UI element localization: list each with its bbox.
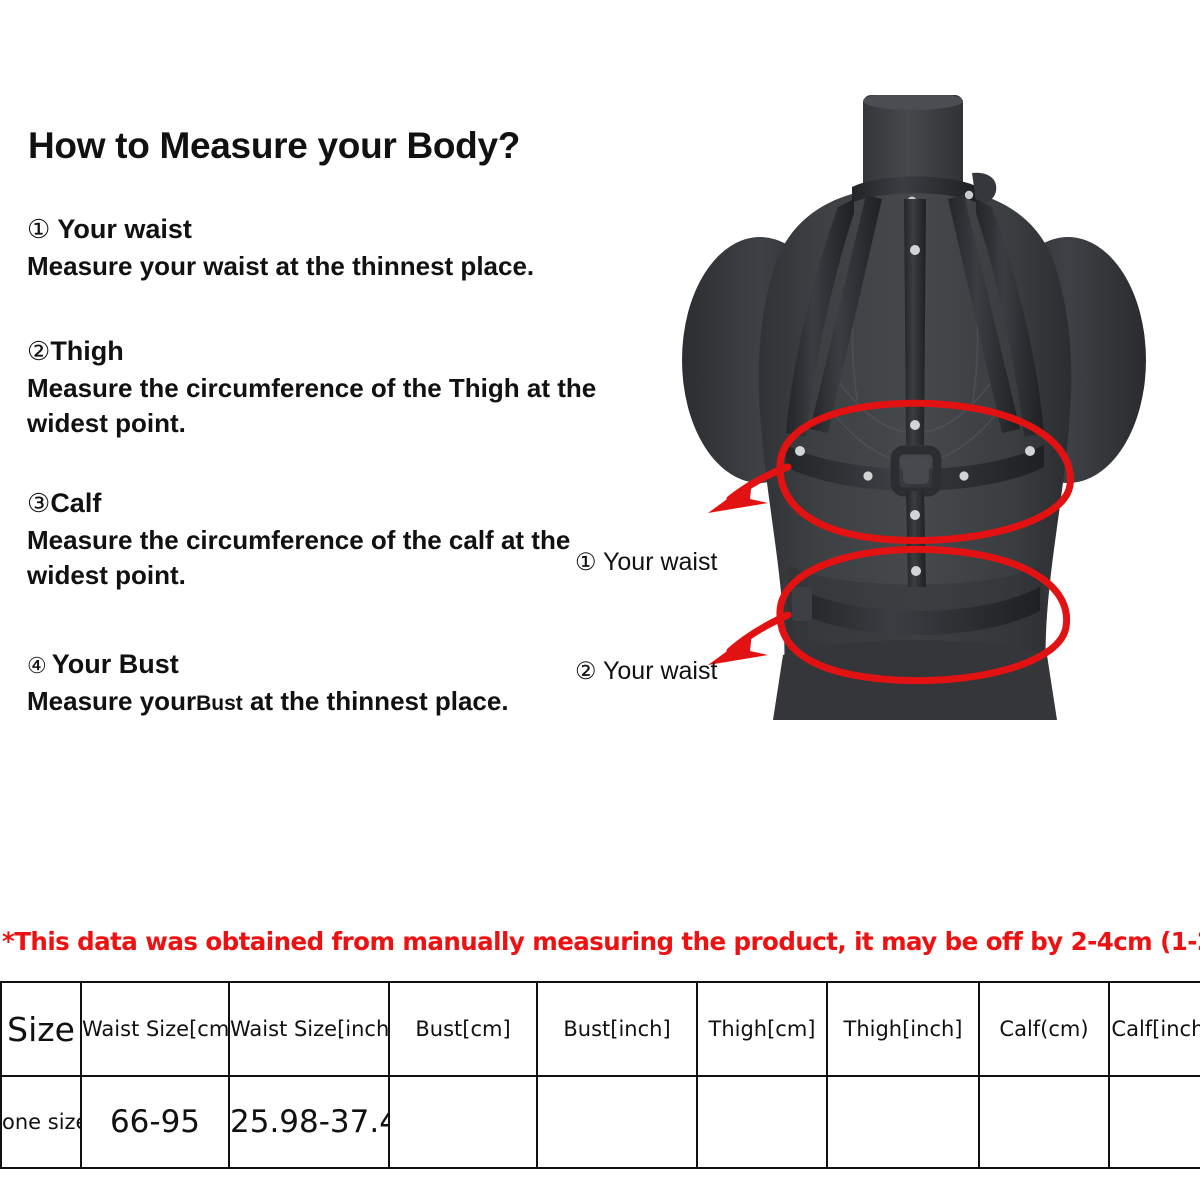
size-table-container: Size Waist Size[cm] Waist Size[inch] Bus… [0,981,1200,1169]
instruction-step-calf: ③Calf Measure the circumference of the c… [27,489,607,592]
step-body-text: Measure the circumference of the Thigh a… [27,373,597,438]
step-title: Thigh [50,336,124,366]
instruction-step-waist: ① Your waist Measure your waist at the t… [27,215,607,284]
size-table: Size Waist Size[cm] Waist Size[inch] Bus… [0,981,1200,1169]
callout-waist-1: ① Your waist [575,548,717,577]
step-heading: ②Thigh [27,337,607,365]
step-title: Your Bust [51,649,179,679]
cell-waist-inch: 25.98-37.40 [228,1075,390,1169]
measure-arrowhead-1 [708,481,768,513]
step-body: Measure your waist at the thinnest place… [27,249,607,283]
cell-waist-cm: 66-95 [80,1075,230,1169]
measure-arrowhead-2 [708,633,768,665]
cell-thigh-inch [826,1075,980,1169]
step-marker-icon: ② [27,336,51,366]
step-body-text: Measure your [27,686,197,717]
callout-marker-icon: ② [575,658,597,685]
cell-thigh-cm [696,1075,828,1169]
header-size: Size [0,981,82,1077]
step-body-text: Measure the circumference of the calf at… [27,525,571,590]
step-heading: ④ Your Bust [27,650,607,678]
measurement-disclaimer: *This data was obtained from manually me… [2,927,1200,956]
table-row: one size 66-95 25.98-37.40 [0,1075,1200,1169]
cell-size: one size [0,1075,82,1169]
mannequin-figure [620,95,1200,720]
leather-harness [786,172,1044,635]
step-body: Measure the circumference of the Thigh a… [27,371,607,440]
step-body-tail: at the thinnest place. [242,686,509,717]
step-body: Measure yourBust at the thinnest place. [27,684,607,718]
page-title: How to Measure your Body? [28,125,521,166]
step-marker-icon: ④ [27,653,47,678]
cell-bust-inch [536,1075,698,1169]
header-calf-inch: Calf[inch] [1108,981,1200,1077]
callout-label: Your waist [603,657,718,685]
header-bust-cm: Bust[cm] [388,981,538,1077]
header-waist-cm: Waist Size[cm] [80,981,230,1077]
step-marker-icon: ① [27,214,51,244]
cell-calf-cm [978,1075,1110,1169]
header-bust-inch: Bust[inch] [536,981,698,1077]
step-title: Your waist [57,214,192,244]
header-calf-cm: Calf(cm) [978,981,1110,1077]
step-body-emphasis: Bust [196,692,243,716]
callout-label: Your waist [603,548,718,576]
callout-marker-icon: ① [575,549,597,576]
cell-bust-cm [388,1075,538,1169]
instructions-panel: How to Measure your Body? ① Your waist M… [0,0,620,760]
step-heading: ① Your waist [27,215,607,243]
step-heading: ③Calf [27,489,607,517]
instruction-step-bust: ④ Your Bust Measure yourBust at the thinn… [27,650,607,719]
table-header-row: Size Waist Size[cm] Waist Size[inch] Bus… [0,981,1200,1077]
harness-illustration-svg [682,95,1146,720]
callout-waist-2: ② Your waist [575,657,717,686]
header-thigh-inch: Thigh[inch] [826,981,980,1077]
step-body: Measure the circumference of the calf at… [27,523,607,592]
instruction-step-thigh: ②Thigh Measure the circumference of the … [27,337,607,440]
header-thigh-cm: Thigh[cm] [696,981,828,1077]
cell-calf-inch [1108,1075,1200,1169]
step-marker-icon: ③ [27,488,51,518]
step-title: Calf [50,488,102,518]
header-waist-inch: Waist Size[inch] [228,981,390,1077]
step-body-text: Measure your waist at the thinnest place… [27,251,535,282]
